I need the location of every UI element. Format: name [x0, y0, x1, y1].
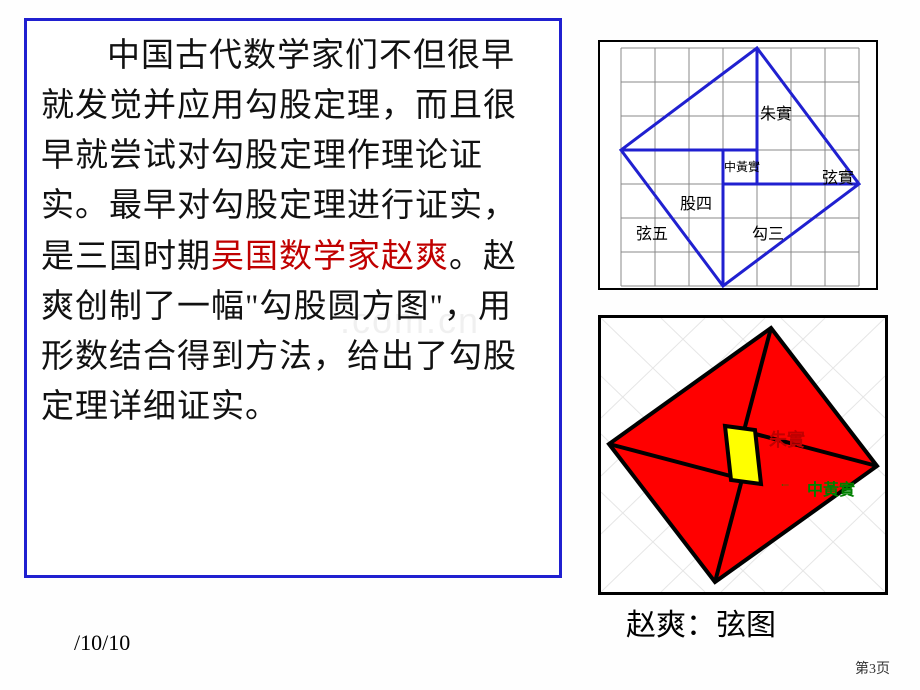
- date-footer: /10/10: [74, 630, 130, 656]
- label-zhonghuang-bottom: 中黃實: [807, 476, 855, 500]
- label-gusi: 股四: [680, 190, 712, 214]
- paragraph: 中国古代数学家们不但很早就发觉并应用勾股定理，而且很早就尝试对勾股定理作理论证实…: [41, 31, 545, 432]
- label-xianwu: 弦五: [636, 220, 668, 244]
- main-text-box: 中国古代数学家们不但很早就发觉并应用勾股定理，而且很早就尝试对勾股定理作理论证实…: [24, 18, 562, 578]
- xiantu-svg: [601, 318, 885, 592]
- label-zhonghuang: 中黃實: [724, 158, 760, 175]
- slide: 中国古代数学家们不但很早就发觉并应用勾股定理，而且很早就尝试对勾股定理作理论证实…: [0, 0, 920, 690]
- page-number: 第3页: [855, 658, 890, 678]
- diagram-caption: 赵爽：弦图: [626, 600, 776, 644]
- label-gousan: 勾三: [752, 220, 784, 244]
- xiantu-diagram: 朱實 中黃實: [598, 315, 888, 595]
- grid-diagram: 朱實 中黃實 弦實 股四 勾三 弦五: [598, 40, 878, 290]
- label-xianshi: 弦實: [822, 164, 854, 188]
- label-zhushi: 朱實: [760, 100, 792, 124]
- label-zhushi-bottom: 朱實: [769, 426, 805, 452]
- para-highlight: 吴国数学家赵爽: [211, 239, 449, 275]
- arrow-icon: [763, 484, 807, 486]
